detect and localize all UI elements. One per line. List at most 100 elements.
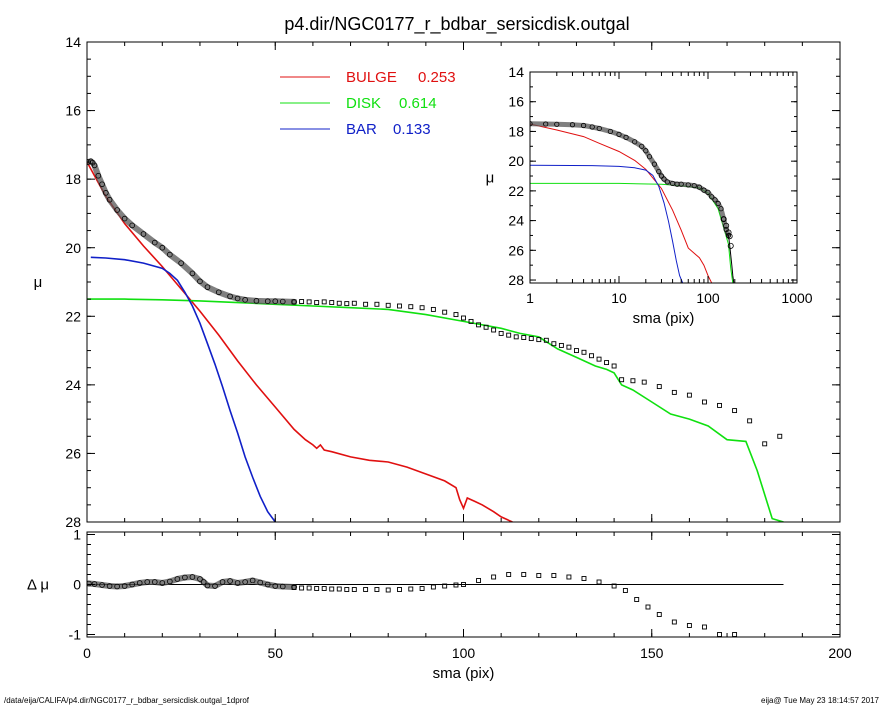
data-point: [264, 298, 271, 305]
data-point: [321, 586, 327, 591]
data-point: [671, 389, 677, 395]
data-point: [129, 222, 135, 229]
data-point: [374, 587, 380, 592]
data-point: [336, 586, 342, 592]
data-point: [536, 337, 542, 343]
data-point: [671, 619, 677, 625]
data-point: [491, 327, 497, 333]
data-point: [643, 148, 649, 154]
x-tick-label: 1000: [781, 290, 812, 306]
data-point: [596, 125, 602, 132]
data-point: [106, 196, 113, 203]
x-tick-label: 1: [526, 290, 534, 306]
data-band: [87, 158, 298, 305]
x-tick-label: 10: [611, 290, 627, 306]
data-point: [453, 582, 459, 588]
data-point: [159, 244, 166, 251]
data-point: [329, 586, 335, 592]
data-point: [144, 579, 151, 585]
data-point: [385, 587, 391, 593]
data-point: [616, 131, 622, 138]
y-tick-label: 0: [73, 577, 81, 593]
data-point: [566, 344, 572, 350]
series-line: [728, 235, 735, 283]
data-point: [691, 183, 697, 189]
data-point: [212, 583, 218, 589]
data-point: [121, 215, 128, 222]
data-point: [151, 579, 158, 585]
data-point: [762, 441, 768, 447]
data-point: [299, 299, 305, 304]
x-tick-label: 100: [452, 645, 476, 661]
data-point: [351, 587, 357, 592]
data-point: [646, 154, 653, 160]
data-point: [678, 181, 684, 187]
main-panel: 14 16 18 20 22 24 26 28 μ BULGE 0.253 DISK 0.614 BAR 0…: [34, 34, 841, 530]
data-point: [589, 353, 594, 359]
data-point: [468, 318, 474, 324]
data-point: [397, 587, 402, 592]
x-tick-label: 50: [267, 645, 283, 661]
data-point: [569, 122, 576, 128]
data-point: [641, 379, 647, 385]
data-point: [619, 377, 625, 383]
x-axis-label: sma (pix): [433, 665, 495, 682]
y-tick-label: 20: [65, 240, 81, 256]
data-point: [114, 207, 120, 213]
data-point: [461, 582, 466, 587]
data-point: [299, 585, 305, 591]
data-point: [197, 576, 203, 582]
data-point: [483, 324, 489, 330]
data-point: [726, 233, 733, 240]
data-point: [442, 583, 448, 589]
data-point: [702, 399, 707, 405]
y-tick-label: 22: [65, 308, 81, 324]
data-point: [140, 231, 147, 237]
x-axis-label: sma (pix): [633, 310, 695, 327]
data-point: [272, 298, 279, 305]
data-point: [645, 604, 651, 610]
data-point: [129, 581, 135, 588]
data-point: [227, 578, 233, 584]
data-point: [589, 124, 595, 130]
data-point: [385, 302, 391, 308]
data-point: [314, 586, 320, 591]
data-point: [686, 623, 692, 628]
plot-frame: [529, 71, 798, 284]
data-point: [705, 189, 711, 195]
data-point: [167, 251, 173, 258]
data-point: [476, 322, 482, 328]
data-point: [491, 574, 497, 580]
data-point: [321, 299, 327, 305]
data-point: [639, 143, 645, 149]
bar-series-line: [90, 256, 276, 522]
data-point: [528, 336, 534, 342]
data-point: [182, 574, 188, 581]
data-point: [279, 583, 286, 590]
data-point: [178, 260, 184, 266]
data-point: [329, 300, 335, 306]
data-point: [99, 181, 105, 188]
y-tick-label: 26: [508, 242, 524, 258]
data-point: [363, 587, 369, 592]
data-point: [95, 172, 102, 179]
data-point: [661, 176, 667, 182]
data-point: [709, 194, 715, 200]
data-point: [344, 301, 350, 307]
data-point: [554, 121, 560, 127]
y-tick-label: 14: [508, 64, 524, 80]
data-point: [461, 315, 466, 321]
data-point: [715, 200, 721, 207]
y-tick-label: -1: [69, 627, 82, 643]
data-point: [408, 304, 414, 310]
y-tick-label: 28: [508, 272, 524, 288]
data-point: [686, 392, 692, 398]
data-point: [114, 583, 120, 590]
data-point: [291, 299, 297, 305]
data-point: [611, 363, 617, 369]
data-point: [242, 579, 248, 585]
y-axis-label: Δ μ: [27, 577, 49, 594]
data-point: [498, 330, 504, 336]
